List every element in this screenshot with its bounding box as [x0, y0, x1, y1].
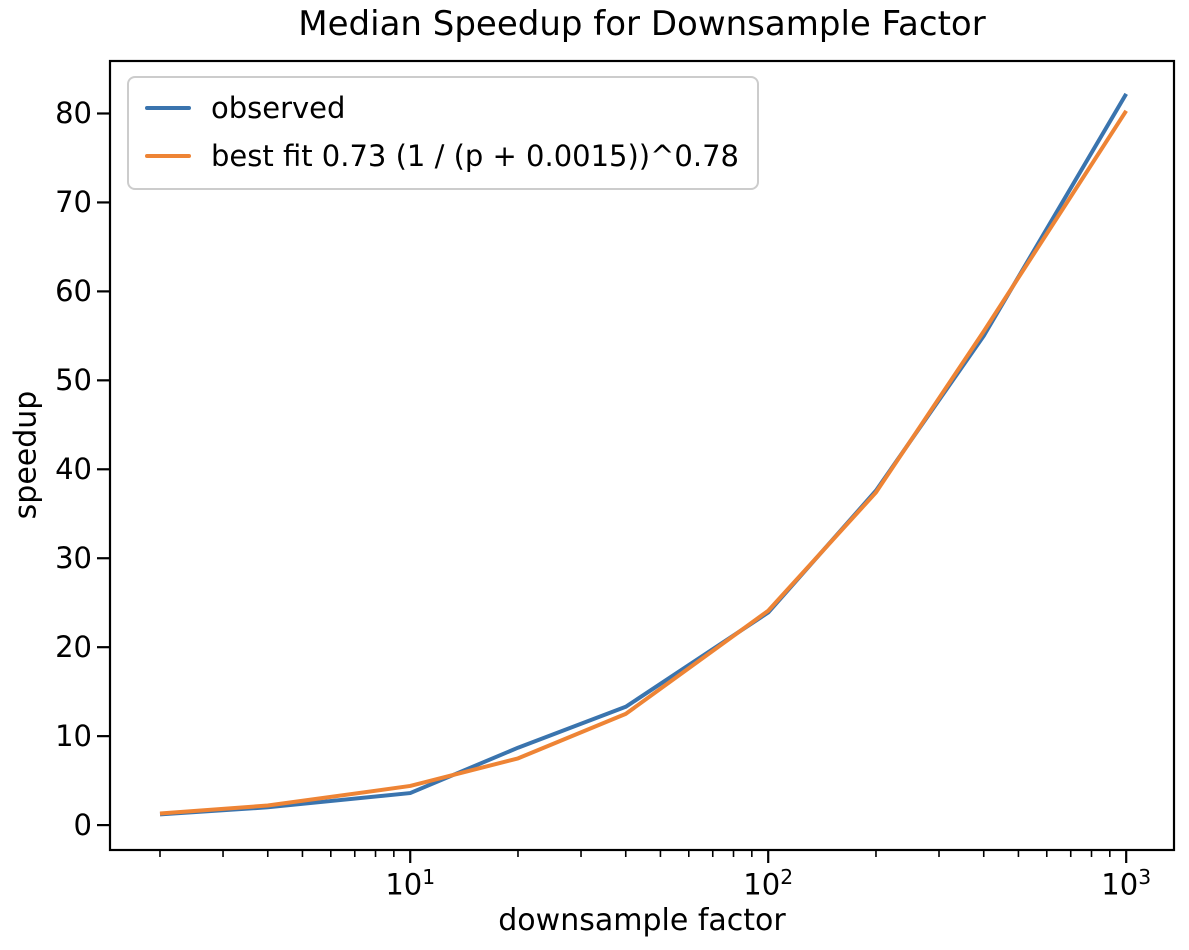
plot-spines — [108, 59, 1176, 852]
observed-line — [159, 92, 1128, 817]
x-tick-label: 102 — [743, 865, 794, 902]
legend-line-swatch-best-fit — [145, 154, 191, 158]
y-tick-label: 30 — [55, 541, 92, 576]
legend-label-observed: observed — [211, 91, 346, 125]
y-tick-label: 20 — [55, 630, 92, 665]
y-tick-label: 60 — [55, 274, 92, 309]
x-axis-label: downsample factor — [498, 903, 786, 938]
legend-line-swatch-observed — [145, 106, 191, 110]
x-minor-ticks — [159, 850, 1111, 857]
y-tick-label: 80 — [55, 96, 92, 131]
legend-item: observed — [145, 86, 739, 130]
x-tick-label: 101 — [385, 865, 436, 902]
chart-title: Median Speedup for Downsample Factor — [298, 4, 986, 44]
y-tick-label: 10 — [55, 719, 92, 754]
best-fit-line — [159, 109, 1128, 816]
y-tick-label: 70 — [55, 185, 92, 220]
legend: observed best fit 0.73 (1 / (p + 0.0015)… — [127, 76, 759, 190]
y-ticks — [97, 112, 110, 827]
y-tick-label: 40 — [55, 452, 92, 487]
y-tick-label: 0 — [73, 808, 92, 843]
x-tick-label: 103 — [1101, 865, 1152, 902]
legend-label-best-fit: best fit 0.73 (1 / (p + 0.0015))^0.78 — [211, 139, 739, 173]
legend-item: best fit 0.73 (1 / (p + 0.0015))^0.78 — [145, 134, 739, 178]
y-tick-label: 50 — [55, 363, 92, 398]
x-major-ticks — [409, 850, 1128, 863]
